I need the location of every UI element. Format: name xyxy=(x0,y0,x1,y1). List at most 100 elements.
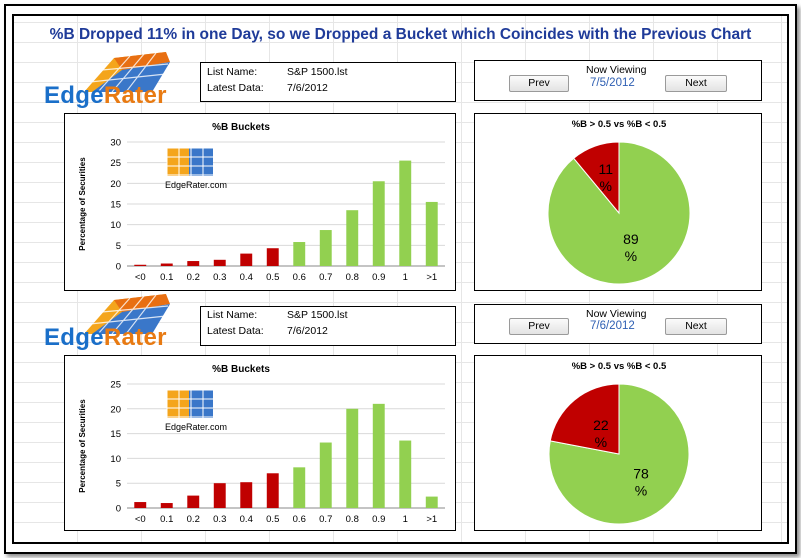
logo-text: EdgeRater xyxy=(44,324,167,352)
x-tick-label: 0.3 xyxy=(213,272,226,283)
list-info-box: List Name: S&P 1500.lst Latest Data: 7/6… xyxy=(200,62,456,102)
x-tick-label: 0.3 xyxy=(213,514,226,525)
bar xyxy=(134,502,147,508)
bar xyxy=(346,210,359,266)
bar xyxy=(346,408,359,508)
x-tick-label: 0.5 xyxy=(266,514,279,525)
bar xyxy=(293,467,306,508)
now-viewing-box: Now Viewing Prev 7/5/2012 Next xyxy=(474,60,762,101)
chart-title: %B Buckets xyxy=(212,364,270,375)
bar xyxy=(240,253,253,266)
logo-edge-text: Edge xyxy=(44,82,104,109)
bar xyxy=(399,440,412,508)
bar xyxy=(372,181,385,266)
split-pie-chart: %B > 0.5 vs %B < 0.511%89% xyxy=(547,119,691,285)
list-name-value: S&P 1500.lst xyxy=(287,66,348,78)
bar xyxy=(187,495,200,508)
pie-label-green-value: 78 xyxy=(633,466,649,482)
bar-chart-panel: %B Buckets 0 5 10 15 20 25 Percentage of Securi… xyxy=(64,355,456,531)
viewing-date: 7/5/2012 xyxy=(590,77,635,89)
bar xyxy=(319,442,332,508)
y-tick-label: 20 xyxy=(110,404,121,415)
logo-edge-text: Edge xyxy=(44,324,104,351)
x-tick-label: <0 xyxy=(135,272,146,283)
x-tick-label: <0 xyxy=(135,514,146,525)
logo-grid-icon xyxy=(84,294,170,335)
x-tick-label: >1 xyxy=(426,272,437,283)
y-tick-label: 0 xyxy=(116,262,121,273)
y-tick-label: 10 xyxy=(110,220,121,231)
pie-label-red-value: 22 xyxy=(593,417,609,433)
x-tick-label: 0.4 xyxy=(240,514,253,525)
x-tick-label: 0.1 xyxy=(160,272,173,283)
list-info-box: List Name: S&P 1500.lst Latest Data: 7/6… xyxy=(200,306,456,346)
prev-button[interactable]: Prev xyxy=(509,75,569,92)
pie-label-green-value: 89 xyxy=(623,231,639,247)
bar xyxy=(240,482,253,508)
edgerater-logo: EdgeRater xyxy=(44,292,184,352)
chart-title: %B > 0.5 vs %B < 0.5 xyxy=(572,361,667,372)
y-tick-label: 10 xyxy=(110,454,121,465)
now-viewing-heading: Now Viewing xyxy=(586,64,647,76)
watermark-logo-block xyxy=(189,390,213,418)
bar xyxy=(372,403,385,508)
x-tick-label: >1 xyxy=(426,514,437,525)
next-button[interactable]: Next xyxy=(665,75,727,92)
y-tick-label: 15 xyxy=(110,200,121,211)
x-tick-label: 1 xyxy=(403,272,408,283)
list-name-label: List Name: xyxy=(207,309,258,321)
pie-slice-red xyxy=(549,383,620,455)
x-tick-label: 0.8 xyxy=(346,272,359,283)
pie-label-green-unit: % xyxy=(635,483,647,499)
bar-chart-panel: %B Buckets 0 5 10 15 20 25 30 Percentage of Secu… xyxy=(64,113,456,291)
bar xyxy=(293,242,306,266)
x-tick-label: 0.9 xyxy=(372,272,385,283)
viewing-date: 7/6/2012 xyxy=(590,320,635,332)
y-tick-label: 0 xyxy=(116,504,121,515)
logo-rater-text: Rater xyxy=(103,324,167,351)
y-axis-label: Percentage of Securities xyxy=(78,399,87,493)
pie-label-red-value: 11 xyxy=(598,161,613,177)
watermark-text: EdgeRater.com xyxy=(165,180,227,190)
x-tick-label: 0.2 xyxy=(187,272,200,283)
logo-grid-icon xyxy=(84,52,170,93)
chart-title: %B Buckets xyxy=(212,122,270,133)
bar xyxy=(425,201,438,266)
logo-text: EdgeRater xyxy=(44,82,167,110)
latest-data-label: Latest Data: xyxy=(207,82,264,94)
y-tick-label: 20 xyxy=(110,179,121,190)
bar xyxy=(399,160,412,266)
edgerater-logo: EdgeRater xyxy=(44,50,184,110)
watermark-logo: EdgeRater.com xyxy=(165,389,227,432)
watermark-logo-block xyxy=(189,148,213,176)
x-tick-label: 0.6 xyxy=(293,272,306,283)
bucket-bar-chart: %B Buckets 0 5 10 15 20 25 30 Percentage of Secu… xyxy=(78,122,445,283)
x-tick-label: 0.9 xyxy=(372,514,385,525)
y-tick-label: 5 xyxy=(116,241,121,252)
bar xyxy=(266,473,279,508)
next-button[interactable]: Next xyxy=(665,318,727,335)
chart-title: %B > 0.5 vs %B < 0.5 xyxy=(572,119,667,130)
x-tick-label: 0.7 xyxy=(319,272,332,283)
x-tick-label: 0.7 xyxy=(319,514,332,525)
bar xyxy=(160,503,173,508)
x-tick-label: 0.2 xyxy=(187,514,200,525)
prev-button[interactable]: Prev xyxy=(509,318,569,335)
y-tick-label: 25 xyxy=(110,158,121,169)
list-name-label: List Name: xyxy=(207,66,258,78)
watermark-logo: EdgeRater.com xyxy=(165,147,227,190)
bar xyxy=(213,259,226,266)
bar xyxy=(187,261,200,266)
bar xyxy=(213,483,226,508)
y-tick-label: 25 xyxy=(110,380,121,391)
split-pie-chart: %B > 0.5 vs %B < 0.522%78% xyxy=(548,361,690,525)
pie-chart-panel: %B > 0.5 vs %B < 0.5 11% 89% xyxy=(474,113,762,291)
now-viewing-heading: Now Viewing xyxy=(586,308,647,320)
latest-data-label: Latest Data: xyxy=(207,325,264,337)
bar xyxy=(319,230,332,266)
latest-data-value: 7/6/2012 xyxy=(287,82,328,94)
x-tick-label: 1 xyxy=(403,514,408,525)
x-tick-label: 0.4 xyxy=(240,272,253,283)
pie-label-red-unit: % xyxy=(595,434,607,450)
logo-rater-text: Rater xyxy=(103,82,167,109)
